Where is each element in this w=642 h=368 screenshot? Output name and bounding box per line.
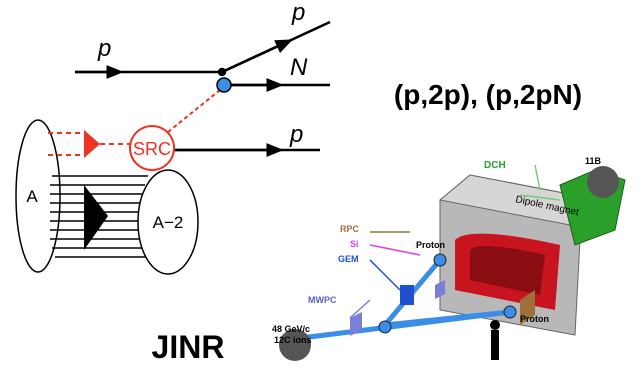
recoil-nucleon — [217, 78, 231, 92]
label: 48 GeV/c — [272, 324, 310, 334]
label: A — [26, 187, 38, 206]
label: Si — [350, 239, 359, 249]
label: SRC — [133, 139, 171, 159]
lab: JINR — [152, 329, 225, 365]
label: p — [291, 0, 305, 26]
page: p p N p SRC A A−2 (p,2p), (p,2pN) JINR D… — [0, 0, 642, 368]
label: Proton — [416, 240, 445, 250]
label: MWPC — [308, 295, 337, 305]
label: RPC — [340, 224, 360, 234]
detector — [279, 165, 625, 361]
label: A−2 — [153, 213, 184, 232]
label: GEM — [338, 254, 359, 264]
label: DCH — [484, 160, 506, 171]
label: Proton — [520, 314, 549, 324]
label: N — [290, 54, 308, 81]
label: p — [289, 121, 303, 148]
label: 12C ions — [274, 335, 312, 345]
reaction: (p,2p), (p,2pN) — [394, 79, 582, 110]
label: 11B — [585, 156, 602, 166]
label: p — [97, 35, 111, 62]
